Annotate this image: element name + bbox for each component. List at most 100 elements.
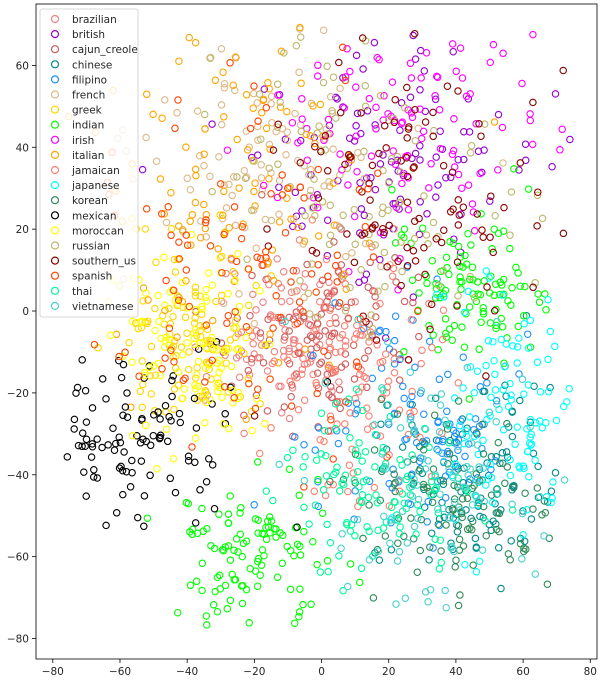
point-brazilian: [280, 336, 288, 344]
legend-marker-italian: [50, 150, 60, 159]
series-brazilian: [191, 236, 379, 438]
point-irish: [387, 112, 395, 121]
point-jamaican: [349, 469, 357, 477]
point-moroccan: [154, 291, 163, 300]
point-russian: [257, 135, 265, 143]
point-indian: [506, 244, 514, 253]
point-vietnamese: [464, 471, 472, 480]
point-russian: [361, 82, 370, 90]
point-jamaican: [350, 334, 359, 343]
point-vietnamese: [461, 483, 470, 492]
point-thai: [345, 395, 353, 403]
point-southern_us: [446, 208, 455, 216]
point-mexican: [165, 412, 173, 421]
point-filipino: [483, 379, 491, 387]
point-cajun_creole: [327, 382, 335, 391]
point-korean: [520, 547, 528, 556]
point-mexican: [123, 413, 132, 421]
point-japanese: [547, 498, 555, 507]
point-thai: [396, 455, 404, 464]
point-indian: [296, 551, 305, 559]
point-japanese: [538, 424, 547, 432]
point-vietnamese: [441, 586, 449, 595]
point-korean: [456, 591, 464, 599]
point-southern_us: [479, 233, 487, 241]
point-russian: [326, 201, 334, 210]
point-french: [235, 290, 243, 298]
points-layer: [63, 23, 574, 629]
point-spanish: [220, 383, 229, 391]
point-japanese: [459, 384, 467, 392]
legend-marker-filipino: [50, 75, 60, 84]
point-british: [332, 93, 340, 102]
point-cajun_creole: [280, 403, 289, 411]
point-irish: [372, 103, 380, 112]
y-tick-label: 20: [16, 224, 29, 236]
point-japanese: [527, 440, 536, 449]
point-british: [465, 128, 474, 136]
point-moroccan: [150, 362, 158, 370]
y-tick-label: 60: [16, 60, 29, 72]
point-french: [336, 84, 344, 93]
legend-marker-russian: [50, 241, 60, 250]
point-jamaican: [408, 387, 416, 396]
point-italian: [259, 95, 268, 104]
point-korean: [393, 410, 402, 418]
point-british: [442, 173, 450, 182]
point-indian: [286, 585, 295, 594]
point-mexican: [82, 492, 90, 500]
point-french: [183, 174, 192, 183]
point-thai: [283, 453, 292, 462]
point-italian: [309, 102, 317, 110]
point-southern_us: [409, 164, 418, 172]
point-indian: [500, 359, 508, 367]
point-thai: [346, 433, 354, 442]
point-thai: [355, 482, 363, 491]
point-vietnamese: [383, 337, 392, 346]
point-brazilian: [335, 378, 343, 386]
point-mexican: [82, 435, 91, 444]
point-indian: [487, 272, 495, 280]
legend-label-vietnamese: vietnamese: [72, 301, 133, 313]
point-cajun_creole: [337, 363, 346, 371]
point-vietnamese: [536, 492, 544, 501]
point-cajun_creole: [372, 302, 380, 310]
point-thai: [333, 463, 341, 471]
point-cajun_creole: [324, 427, 333, 435]
point-vietnamese: [508, 500, 516, 509]
point-japanese: [531, 456, 539, 464]
point-korean: [326, 477, 334, 486]
point-indian: [397, 231, 406, 239]
point-spanish: [170, 357, 178, 366]
point-jamaican: [381, 350, 390, 358]
point-irish: [288, 118, 297, 127]
point-jamaican: [249, 340, 257, 348]
point-indian: [296, 542, 304, 550]
point-moroccan: [204, 269, 213, 277]
point-mexican: [88, 442, 97, 451]
point-british: [515, 166, 523, 174]
point-vietnamese: [386, 539, 394, 548]
point-jamaican: [427, 472, 436, 481]
point-vietnamese: [275, 460, 283, 469]
point-indian: [210, 544, 219, 553]
point-jamaican: [428, 343, 436, 352]
point-mexican: [81, 386, 90, 395]
point-french: [272, 127, 280, 136]
legend-marker-brazilian: [50, 14, 60, 24]
point-indian: [234, 548, 242, 556]
point-japanese: [519, 530, 527, 539]
point-jamaican: [376, 432, 385, 440]
x-tick-label: −40: [176, 666, 198, 678]
point-russian: [329, 73, 338, 81]
point-british: [357, 205, 366, 213]
point-russian: [379, 203, 387, 211]
point-southern_us: [341, 160, 349, 169]
point-french: [253, 122, 262, 131]
point-brazilian: [300, 396, 309, 404]
point-southern_us: [500, 203, 508, 212]
point-japanese: [466, 363, 475, 371]
point-french: [231, 221, 240, 230]
point-chinese: [487, 453, 496, 461]
